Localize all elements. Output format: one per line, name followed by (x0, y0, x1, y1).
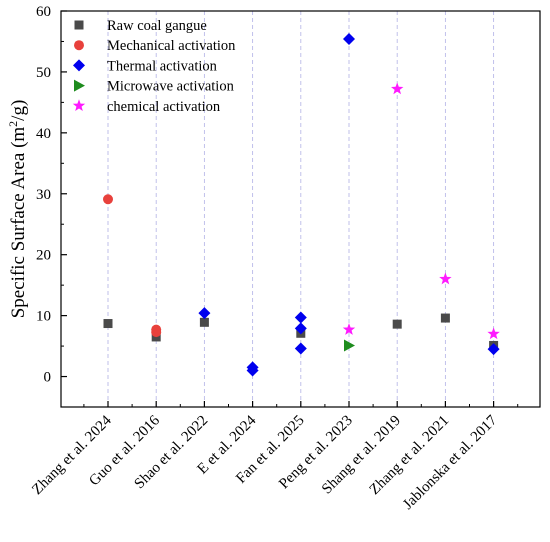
data-point (392, 319, 402, 329)
legend-label: Raw coal gangue (107, 18, 207, 34)
data-point (151, 327, 162, 338)
data-point (103, 194, 113, 205)
series-chemical-activation (342, 82, 500, 340)
series-thermal-activation (198, 33, 500, 377)
legend-marker (74, 79, 85, 92)
series-microwave-activation (344, 339, 355, 352)
y-tick-labels: 0 10 20 30 40 50 60 (36, 4, 51, 386)
legend-marker (72, 99, 86, 112)
data-point (439, 272, 452, 285)
legend-label: Mechanical activation (107, 38, 236, 54)
legend-marker (74, 20, 84, 30)
axis-ticks (61, 10, 519, 408)
y-axis-title-unit: /g) (8, 100, 29, 121)
y-axis-title-main: Specific Surface Area (m (8, 127, 29, 319)
y-tick-label: 30 (36, 187, 51, 203)
y-axis-title: Specific Surface Area (m2/g) (6, 100, 29, 319)
data-point (294, 342, 307, 355)
x-tick-label: Jablonska et al. 2017 (400, 412, 501, 513)
y-tick-label: 40 (36, 126, 51, 142)
y-tick-label: 50 (36, 65, 51, 81)
data-point (199, 317, 209, 327)
series-mechanical-activation (103, 194, 162, 338)
data-point (487, 327, 500, 340)
data-point (198, 307, 211, 320)
data-point (391, 82, 404, 95)
data-point (342, 323, 356, 335)
legend-label: Microwave activation (107, 79, 235, 95)
x-tick-label: Zhang et al. 2024 (29, 412, 115, 498)
y-tick-label: 0 (44, 370, 52, 386)
data-point (487, 343, 500, 356)
data-point (103, 319, 113, 329)
data-point (246, 364, 259, 377)
data-point (344, 339, 355, 352)
data-point (294, 311, 307, 324)
y-tick-label: 20 (36, 248, 51, 264)
y-axis-title-superscript: 2 (6, 121, 20, 127)
legend-label: Thermal activation (107, 58, 218, 74)
legend-marker (74, 40, 84, 51)
y-tick-label: 10 (36, 309, 51, 325)
grid-lines (107, 11, 495, 407)
data-points (103, 33, 500, 377)
data-point (294, 322, 307, 335)
legend-marker (73, 59, 85, 72)
y-tick-label: 60 (36, 4, 51, 20)
data-point (343, 33, 355, 46)
legend: Raw coal gangue Mechanical activation Ther… (72, 18, 236, 115)
legend-label: chemical activation (107, 99, 221, 115)
data-point (440, 313, 450, 323)
